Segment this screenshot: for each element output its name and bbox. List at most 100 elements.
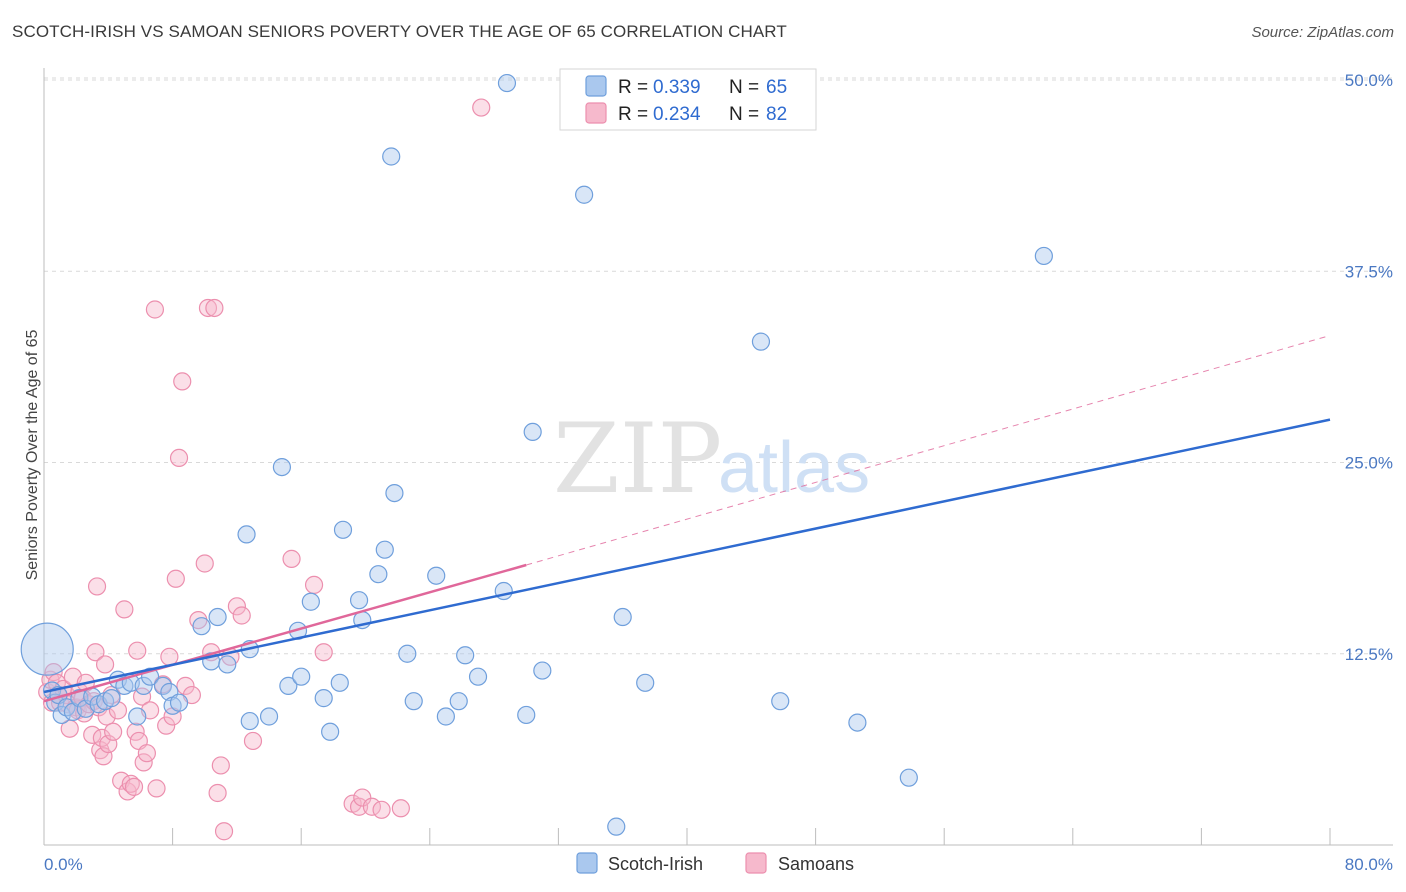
scotch-irish-point-48 — [427, 566, 446, 585]
scotch-irish-point-37 — [321, 722, 340, 741]
scotch-irish-point-36 — [314, 689, 333, 708]
scotch-irish-point-30 — [259, 707, 279, 726]
scotch-irish-point-65 — [899, 768, 918, 787]
bottom-legend-swatch-samoans — [745, 852, 767, 874]
samoans-point-68 — [282, 549, 301, 568]
scotch-irish-point-22 — [169, 693, 189, 712]
scotch-irish-point-62 — [751, 332, 771, 351]
scotch-irish-point-39 — [333, 520, 353, 539]
samoans-point-3 — [44, 663, 63, 682]
legend-swatch-scotch-irish — [585, 75, 607, 97]
scotch-irish-point-44 — [382, 147, 401, 166]
samoans-point-73 — [353, 788, 372, 807]
legend-r-label-2: R = — [618, 104, 648, 125]
scotch-irish-point-60 — [613, 607, 632, 627]
chart-title: SCOTCH-IRISH VS SAMOAN SENIORS POVERTY O… — [12, 22, 787, 41]
scotch-irish-point-57 — [533, 661, 552, 680]
scotch-irish-point-31 — [272, 457, 292, 477]
x-tick-labels: 0.0% 80.0% — [44, 855, 1393, 874]
bottom-legend-label-scotch-irish: Scotch-Irish — [608, 854, 703, 874]
scotch-irish-point-61 — [636, 673, 655, 692]
legend-n-value-1: 65 — [766, 77, 787, 98]
samoans-point-61 — [208, 783, 227, 803]
scotch-irish-point-23 — [192, 617, 211, 636]
x-tick-label-min: 0.0% — [44, 855, 83, 874]
scotch-irish-point-58 — [575, 185, 594, 204]
samoans-point-31 — [104, 722, 123, 741]
bottom-legend: Scotch-Irish Samoans — [576, 852, 854, 874]
scotch-irish-point-54 — [497, 73, 517, 93]
samoans-point-70 — [314, 643, 333, 662]
scotch-irish-point-29 — [240, 711, 259, 731]
samoans-point-34 — [115, 600, 134, 619]
y-tick-label-2: 37.5% — [1345, 262, 1393, 281]
bottom-legend-label-samoans: Samoans — [778, 854, 854, 874]
scotch-irish-points — [20, 73, 1053, 836]
axes — [43, 68, 1393, 846]
legend-swatch-samoans — [585, 102, 607, 124]
scotch-irish-point-66 — [1034, 246, 1053, 266]
legend-n-value-2: 82 — [766, 104, 787, 125]
samoans-point-36 — [121, 774, 140, 793]
legend-n-label-2: N = — [729, 104, 759, 125]
legend-r-label-1: R = — [618, 77, 648, 98]
scotch-irish-point-32 — [279, 676, 298, 695]
x-tick-label-max: 80.0% — [1345, 855, 1393, 874]
samoans-point-54 — [176, 676, 195, 695]
samoans-point-65 — [227, 597, 246, 616]
samoans-point-62 — [211, 756, 230, 775]
samoans-point-57 — [195, 554, 214, 573]
samoans-point-37 — [124, 777, 144, 796]
scotch-irish-point-46 — [398, 644, 417, 663]
watermark: ZIP atlas — [553, 403, 870, 515]
samoans-point-53 — [173, 372, 192, 391]
scotch-irish-point-64 — [848, 713, 867, 732]
scotch-irish-point-63 — [771, 692, 790, 711]
samoans-trend-line — [43, 563, 527, 703]
bottom-legend-swatch-scotch-irish — [576, 852, 598, 874]
legend-r-value-1: 0.339 — [653, 77, 701, 98]
scotch-irish-point-45 — [385, 484, 404, 503]
scotch-irish-point-42 — [369, 565, 388, 584]
samoans-point-45 — [145, 300, 165, 319]
watermark-zip-text: ZIP — [553, 403, 722, 515]
scotch-irish-point-17 — [134, 676, 153, 695]
samoans-point-66 — [232, 606, 251, 625]
scotch-irish-point-35 — [301, 592, 320, 611]
scotch-irish-point-25 — [208, 607, 227, 627]
samoans-point-46 — [147, 779, 166, 798]
y-tick-label-1: 25.0% — [1345, 454, 1393, 473]
samoans-point-75 — [372, 800, 391, 819]
scotch-irish-point-51 — [456, 646, 475, 665]
scotch-irish-point-28 — [237, 525, 256, 544]
scotch-irish-point-59 — [607, 817, 626, 836]
legend-r-value-2: 0.234 — [653, 104, 701, 125]
x-tick-marks — [43, 828, 1331, 845]
scotch-irish-point-50 — [449, 692, 468, 711]
scotch-irish-point-38 — [330, 673, 349, 692]
samoans-point-67 — [243, 731, 263, 751]
samoans-point-60 — [205, 298, 224, 318]
trend-lines — [43, 335, 1331, 703]
samoans-point-49 — [160, 647, 179, 666]
samoans-point-77 — [472, 98, 491, 117]
scotch-irish-point-40 — [349, 591, 369, 610]
scotch-irish-trend-line — [43, 418, 1331, 694]
scotch-irish-point-49 — [436, 707, 455, 726]
scotch-irish-point-43 — [375, 540, 394, 559]
chart-source: Source: ZipAtlas.com — [1251, 24, 1394, 41]
samoans-point-22 — [87, 577, 107, 596]
grid-lines — [44, 77, 1393, 655]
scotch-irish-point-5 — [57, 698, 76, 717]
y-tick-labels: 12.5% 25.0% 37.5% 50.0% — [1345, 71, 1393, 664]
samoans-trend-extension — [526, 335, 1331, 566]
samoans-point-58 — [198, 298, 218, 318]
samoans-point-43 — [137, 744, 156, 763]
scotch-irish-point-47 — [404, 692, 423, 711]
watermark-atlas-text: atlas — [718, 428, 870, 508]
samoans-point-69 — [304, 575, 324, 595]
samoans-point-21 — [86, 643, 105, 662]
samoans-point-76 — [391, 799, 410, 818]
y-tick-label-0: 12.5% — [1345, 645, 1393, 664]
samoans-point-63 — [214, 822, 234, 841]
